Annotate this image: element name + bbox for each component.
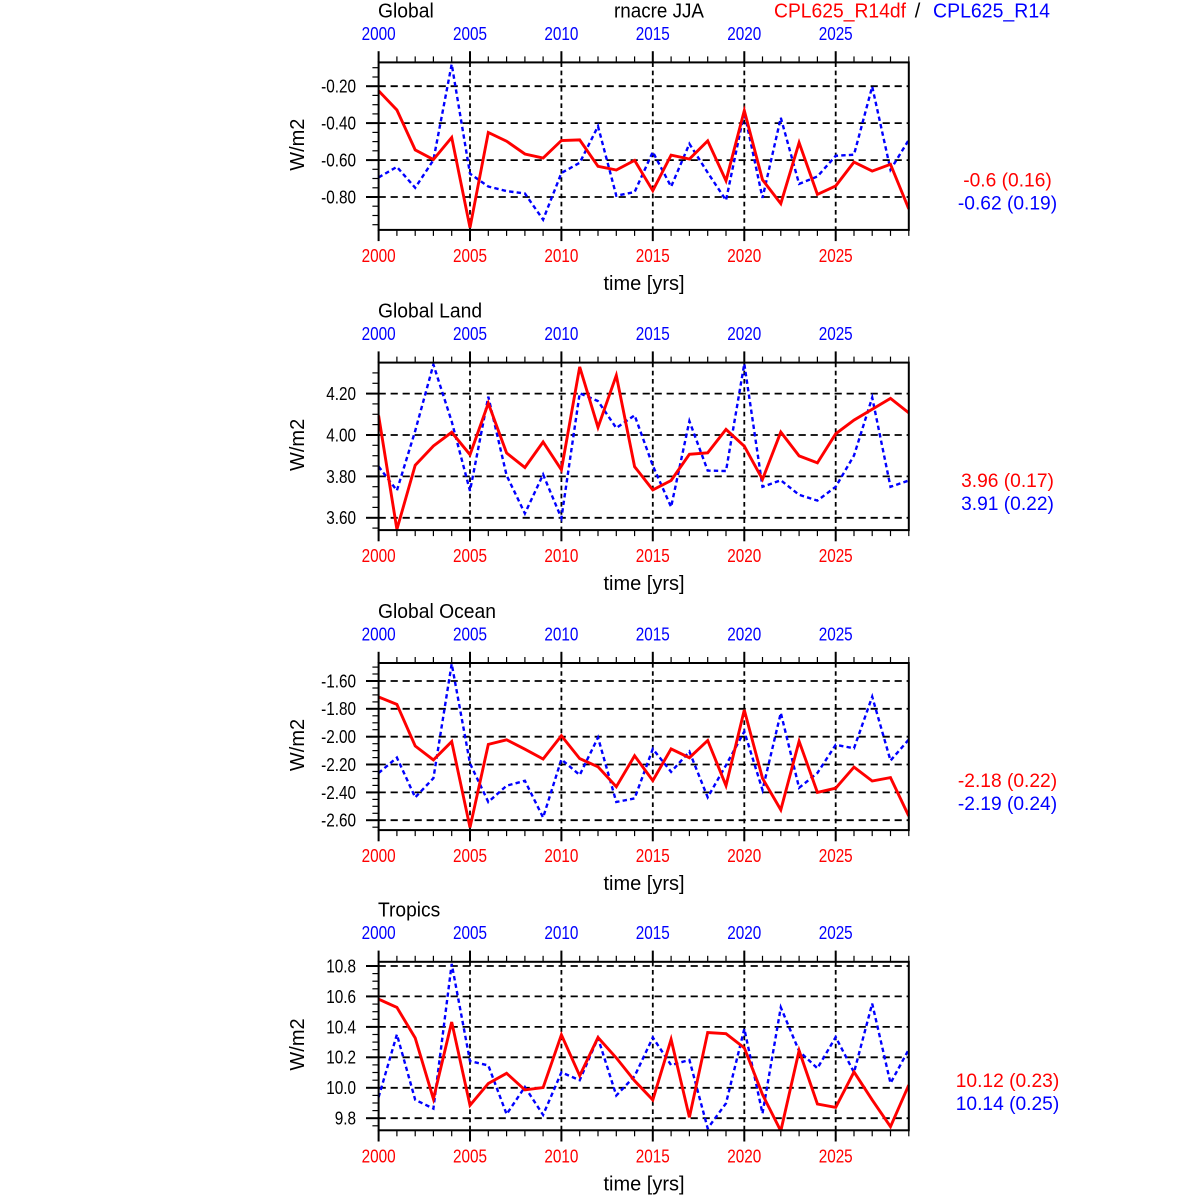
svg-text:2025: 2025	[819, 1146, 853, 1166]
svg-text:2010: 2010	[544, 324, 578, 344]
svg-text:time [yrs]: time [yrs]	[603, 1173, 684, 1195]
svg-text:2015: 2015	[636, 24, 670, 44]
svg-text:2000: 2000	[362, 923, 396, 943]
svg-text:W/m2: W/m2	[287, 719, 309, 771]
svg-text:2000: 2000	[362, 246, 396, 266]
svg-text:2010: 2010	[544, 24, 578, 44]
svg-text:-2.19 (0.24): -2.19 (0.24)	[958, 794, 1057, 815]
svg-text:-0.80: -0.80	[321, 187, 356, 207]
svg-text:-0.40: -0.40	[321, 114, 356, 134]
svg-text:rnacre JJA: rnacre JJA	[614, 0, 705, 22]
svg-text:-0.60: -0.60	[321, 151, 356, 171]
svg-text:2010: 2010	[544, 246, 578, 266]
svg-text:2020: 2020	[727, 24, 761, 44]
svg-text:time [yrs]: time [yrs]	[603, 273, 684, 295]
svg-text:2000: 2000	[362, 324, 396, 344]
svg-text:Global Ocean: Global Ocean	[378, 601, 496, 623]
svg-text:2025: 2025	[819, 846, 853, 866]
svg-text:3.91 (0.22): 3.91 (0.22)	[961, 494, 1054, 515]
svg-text:3.60: 3.60	[326, 508, 356, 528]
svg-text:3.96 (0.17): 3.96 (0.17)	[961, 471, 1054, 492]
svg-text:/: /	[915, 0, 921, 22]
svg-text:2025: 2025	[819, 246, 853, 266]
svg-text:-2.20: -2.20	[321, 755, 356, 775]
svg-text:-0.62 (0.19): -0.62 (0.19)	[958, 194, 1057, 215]
svg-text:4.00: 4.00	[326, 425, 356, 445]
svg-text:2020: 2020	[727, 324, 761, 344]
svg-text:-2.00: -2.00	[321, 727, 356, 747]
svg-text:2000: 2000	[362, 624, 396, 644]
svg-text:-2.18 (0.22): -2.18 (0.22)	[958, 771, 1057, 792]
svg-text:2015: 2015	[636, 546, 670, 566]
svg-text:2015: 2015	[636, 846, 670, 866]
svg-text:2025: 2025	[819, 923, 853, 943]
svg-text:-1.60: -1.60	[321, 671, 356, 691]
svg-text:2015: 2015	[636, 923, 670, 943]
svg-text:2005: 2005	[453, 324, 487, 344]
svg-text:10.2: 10.2	[326, 1048, 356, 1068]
svg-text:10.12 (0.23): 10.12 (0.23)	[956, 1071, 1059, 1092]
svg-text:2010: 2010	[544, 624, 578, 644]
svg-text:-1.80: -1.80	[321, 699, 356, 719]
svg-text:Global: Global	[378, 0, 434, 22]
svg-text:4.20: 4.20	[326, 384, 356, 404]
svg-text:2025: 2025	[819, 324, 853, 344]
svg-text:2015: 2015	[636, 324, 670, 344]
svg-text:10.8: 10.8	[326, 956, 356, 976]
svg-text:time [yrs]: time [yrs]	[603, 873, 684, 895]
svg-text:2025: 2025	[819, 546, 853, 566]
svg-text:2000: 2000	[362, 24, 396, 44]
svg-text:time [yrs]: time [yrs]	[603, 573, 684, 595]
svg-text:-2.40: -2.40	[321, 783, 356, 803]
svg-text:2005: 2005	[453, 1146, 487, 1166]
svg-text:2010: 2010	[544, 923, 578, 943]
svg-text:2010: 2010	[544, 846, 578, 866]
svg-text:2005: 2005	[453, 24, 487, 44]
svg-text:2000: 2000	[362, 1146, 396, 1166]
svg-text:2010: 2010	[544, 546, 578, 566]
svg-text:-2.60: -2.60	[321, 811, 356, 831]
svg-text:2005: 2005	[453, 624, 487, 644]
svg-text:2025: 2025	[819, 624, 853, 644]
svg-text:2005: 2005	[453, 846, 487, 866]
svg-text:2000: 2000	[362, 546, 396, 566]
svg-text:2020: 2020	[727, 923, 761, 943]
svg-text:2020: 2020	[727, 624, 761, 644]
svg-text:Tropics: Tropics	[378, 900, 440, 922]
svg-text:2020: 2020	[727, 546, 761, 566]
svg-text:2005: 2005	[453, 246, 487, 266]
svg-text:2005: 2005	[453, 923, 487, 943]
svg-text:2020: 2020	[727, 246, 761, 266]
svg-text:CPL625_R14df: CPL625_R14df	[774, 0, 906, 22]
svg-text:10.0: 10.0	[326, 1078, 356, 1098]
svg-text:2010: 2010	[544, 1146, 578, 1166]
svg-text:10.6: 10.6	[326, 987, 356, 1007]
svg-text:2015: 2015	[636, 624, 670, 644]
svg-text:2005: 2005	[453, 546, 487, 566]
svg-text:2025: 2025	[819, 24, 853, 44]
svg-text:9.8: 9.8	[335, 1109, 356, 1129]
svg-text:2020: 2020	[727, 1146, 761, 1166]
svg-text:2000: 2000	[362, 846, 396, 866]
svg-text:3.80: 3.80	[326, 467, 356, 487]
svg-text:2020: 2020	[727, 846, 761, 866]
svg-text:2015: 2015	[636, 246, 670, 266]
svg-text:-0.6 (0.16): -0.6 (0.16)	[963, 171, 1052, 192]
svg-text:W/m2: W/m2	[287, 119, 309, 171]
svg-text:W/m2: W/m2	[287, 1018, 309, 1070]
svg-text:CPL625_R14: CPL625_R14	[933, 0, 1050, 22]
svg-text:-0.20: -0.20	[321, 77, 356, 97]
svg-text:10.4: 10.4	[326, 1017, 356, 1037]
svg-text:W/m2: W/m2	[287, 419, 309, 471]
svg-text:2015: 2015	[636, 1146, 670, 1166]
svg-text:Global Land: Global Land	[378, 301, 482, 323]
svg-text:10.14 (0.25): 10.14 (0.25)	[956, 1094, 1059, 1115]
